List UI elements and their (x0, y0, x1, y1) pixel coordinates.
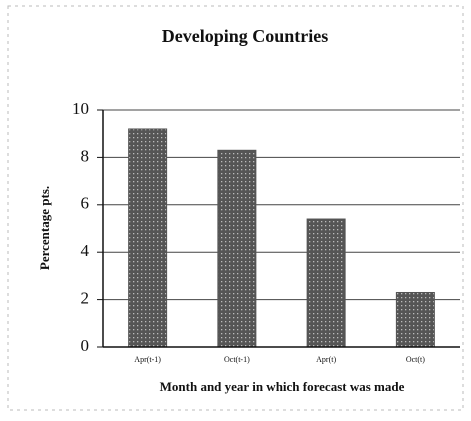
y-tick-label: 4 (81, 241, 90, 260)
bar (128, 128, 168, 348)
x-tick-label: Apr(t-1) (134, 355, 161, 364)
x-tick-label: Oct(t) (406, 355, 425, 364)
bar (217, 149, 257, 348)
y-axis-label: Percentage pts. (37, 186, 52, 270)
x-tick-label: Apr(t) (316, 355, 336, 364)
y-tick-label: 2 (81, 289, 90, 308)
y-tick-label: 8 (81, 146, 90, 165)
frame (7, 5, 464, 411)
x-tick-label: Oct(t-1) (224, 355, 250, 364)
bar (306, 218, 346, 348)
y-tick-label: 0 (81, 336, 90, 355)
y-tick-label: 10 (72, 99, 89, 118)
y-tick-label: 6 (81, 194, 90, 213)
bar (395, 291, 435, 348)
chart-title: Developing Countries (162, 26, 329, 46)
x-axis-label: Month and year in which forecast was mad… (160, 379, 405, 394)
